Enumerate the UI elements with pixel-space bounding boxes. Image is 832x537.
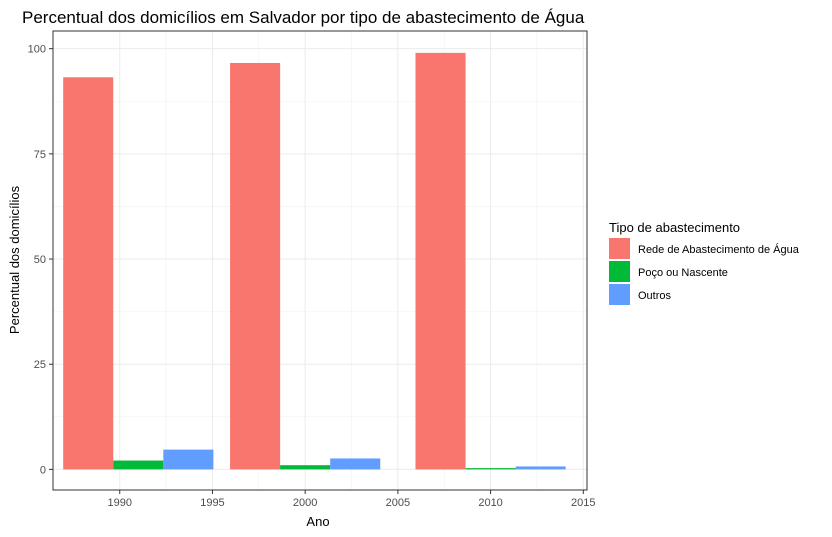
x-tick-label: 1990 xyxy=(108,497,132,509)
legend-key xyxy=(609,261,630,282)
x-tick-label: 2015 xyxy=(571,497,595,509)
bar xyxy=(230,62,281,470)
x-tick-label: 1995 xyxy=(200,497,224,509)
bar xyxy=(465,468,516,470)
legend-key xyxy=(609,284,630,305)
legend-key xyxy=(609,238,630,259)
x-tick-label: 2010 xyxy=(478,497,502,509)
legend: Tipo de abastecimento Rede de Abastecime… xyxy=(609,220,800,305)
legend-label: Rede de Abastecimento de Água xyxy=(638,243,800,256)
y-tick-label: 0 xyxy=(40,464,46,476)
legend-label: Poço ou Nascente xyxy=(638,267,728,279)
x-tick-label: 2005 xyxy=(386,497,410,509)
y-tick-label: 50 xyxy=(34,254,46,266)
y-tick-label: 100 xyxy=(28,44,46,56)
legend-title: Tipo de abastecimento xyxy=(609,220,740,235)
panel-border xyxy=(52,30,588,491)
bar xyxy=(280,465,331,470)
y-tick-label: 25 xyxy=(34,359,46,371)
y-axis-title: Percentual dos domicílios xyxy=(7,185,22,334)
x-tick-label: 2000 xyxy=(293,497,317,509)
bar xyxy=(515,466,566,470)
bar xyxy=(163,449,214,470)
bar xyxy=(330,458,381,470)
y-tick-label: 75 xyxy=(34,149,46,161)
legend-label: Outros xyxy=(638,290,672,302)
bar xyxy=(113,460,164,470)
plot-panel xyxy=(52,30,588,491)
bar xyxy=(415,52,466,470)
x-axis-title: Ano xyxy=(306,514,329,529)
chart-title: Percentual dos domicílios em Salvador po… xyxy=(22,8,585,27)
bar xyxy=(63,77,114,470)
